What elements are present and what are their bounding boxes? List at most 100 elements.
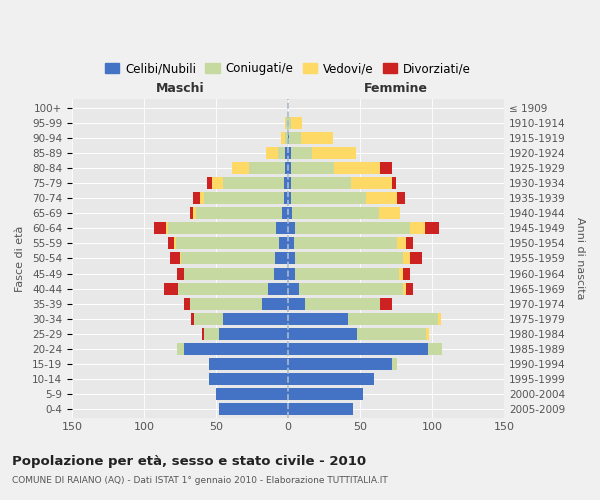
Bar bbox=[166, 222, 169, 234]
Bar bbox=[177, 268, 184, 280]
Bar bbox=[349, 312, 438, 324]
Bar bbox=[397, 192, 404, 204]
Bar bbox=[399, 268, 403, 280]
Bar bbox=[178, 282, 268, 294]
Bar bbox=[301, 132, 332, 144]
Bar bbox=[295, 252, 403, 264]
Bar bbox=[249, 162, 285, 174]
Bar bbox=[216, 388, 288, 400]
Bar bbox=[289, 132, 301, 144]
Bar bbox=[288, 372, 374, 384]
Bar bbox=[274, 268, 288, 280]
Bar bbox=[288, 358, 392, 370]
Bar bbox=[262, 298, 288, 310]
Text: Maschi: Maschi bbox=[155, 82, 204, 95]
Bar bbox=[406, 282, 413, 294]
Bar bbox=[351, 178, 392, 190]
Bar bbox=[212, 178, 223, 190]
Text: Femmine: Femmine bbox=[364, 82, 428, 95]
Y-axis label: Anni di nascita: Anni di nascita bbox=[575, 217, 585, 300]
Bar bbox=[380, 162, 392, 174]
Bar bbox=[288, 252, 295, 264]
Bar bbox=[291, 162, 334, 174]
Y-axis label: Fasce di età: Fasce di età bbox=[15, 226, 25, 292]
Bar bbox=[286, 118, 288, 130]
Bar bbox=[219, 328, 288, 340]
Bar bbox=[181, 252, 275, 264]
Bar bbox=[177, 342, 184, 354]
Bar bbox=[200, 192, 205, 204]
Bar bbox=[275, 252, 288, 264]
Bar bbox=[232, 162, 249, 174]
Bar bbox=[397, 238, 406, 250]
Bar bbox=[266, 148, 278, 160]
Bar bbox=[285, 118, 286, 130]
Bar bbox=[190, 208, 193, 220]
Bar bbox=[169, 222, 277, 234]
Bar bbox=[184, 298, 190, 310]
Bar bbox=[410, 222, 425, 234]
Bar bbox=[291, 192, 365, 204]
Bar bbox=[288, 282, 299, 294]
Bar bbox=[268, 282, 288, 294]
Bar bbox=[164, 282, 178, 294]
Bar bbox=[205, 328, 219, 340]
Bar bbox=[428, 342, 442, 354]
Bar bbox=[205, 192, 284, 204]
Bar bbox=[288, 148, 291, 160]
Bar bbox=[209, 372, 288, 384]
Bar bbox=[176, 238, 279, 250]
Bar bbox=[410, 252, 422, 264]
Bar bbox=[281, 132, 285, 144]
Bar bbox=[169, 238, 174, 250]
Bar bbox=[219, 402, 288, 414]
Bar bbox=[223, 312, 288, 324]
Bar bbox=[305, 298, 380, 310]
Bar bbox=[284, 192, 288, 204]
Bar bbox=[184, 342, 288, 354]
Bar bbox=[288, 118, 291, 130]
Bar bbox=[180, 252, 181, 264]
Bar bbox=[288, 222, 295, 234]
Bar bbox=[285, 162, 288, 174]
Bar bbox=[154, 222, 166, 234]
Bar bbox=[207, 178, 212, 190]
Bar bbox=[288, 132, 289, 144]
Bar bbox=[285, 132, 288, 144]
Bar bbox=[209, 358, 288, 370]
Bar bbox=[285, 148, 288, 160]
Bar bbox=[193, 192, 200, 204]
Bar bbox=[406, 238, 413, 250]
Bar bbox=[193, 208, 196, 220]
Bar bbox=[288, 328, 357, 340]
Bar bbox=[202, 328, 205, 340]
Bar bbox=[288, 192, 291, 204]
Bar bbox=[299, 282, 403, 294]
Bar bbox=[403, 252, 410, 264]
Bar bbox=[284, 178, 288, 190]
Bar bbox=[379, 208, 400, 220]
Text: Popolazione per età, sesso e stato civile - 2010: Popolazione per età, sesso e stato civil… bbox=[12, 455, 366, 468]
Bar bbox=[288, 268, 295, 280]
Bar bbox=[291, 178, 351, 190]
Text: COMUNE DI RAIANO (AQ) - Dati ISTAT 1° gennaio 2010 - Elaborazione TUTTITALIA.IT: COMUNE DI RAIANO (AQ) - Dati ISTAT 1° ge… bbox=[12, 476, 388, 485]
Bar bbox=[438, 312, 440, 324]
Legend: Celibi/Nubili, Coniugati/e, Vedovi/e, Divorziati/e: Celibi/Nubili, Coniugati/e, Vedovi/e, Di… bbox=[100, 58, 476, 80]
Bar bbox=[392, 358, 397, 370]
Bar bbox=[292, 208, 379, 220]
Bar bbox=[295, 222, 410, 234]
Bar bbox=[174, 238, 176, 250]
Bar bbox=[282, 208, 288, 220]
Bar bbox=[426, 328, 429, 340]
Bar bbox=[313, 148, 356, 160]
Bar bbox=[223, 178, 284, 190]
Bar bbox=[288, 388, 363, 400]
Bar bbox=[288, 342, 428, 354]
Bar bbox=[279, 238, 288, 250]
Bar bbox=[403, 268, 410, 280]
Bar bbox=[291, 148, 313, 160]
Bar bbox=[277, 222, 288, 234]
Bar bbox=[334, 162, 380, 174]
Bar bbox=[194, 312, 223, 324]
Bar bbox=[288, 298, 305, 310]
